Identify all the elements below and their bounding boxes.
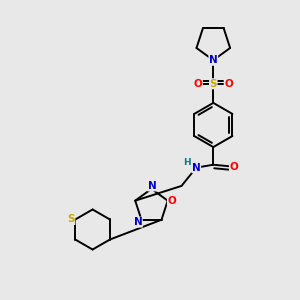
Text: N: N: [192, 163, 201, 173]
Text: N: N: [134, 217, 142, 227]
Text: S: S: [68, 214, 75, 224]
Text: N: N: [148, 181, 156, 191]
Text: O: O: [167, 196, 176, 206]
Text: H: H: [184, 158, 191, 167]
Text: N: N: [209, 55, 218, 65]
Text: O: O: [224, 79, 233, 89]
Text: O: O: [230, 162, 238, 172]
Text: S: S: [210, 79, 217, 89]
Text: O: O: [194, 79, 202, 89]
